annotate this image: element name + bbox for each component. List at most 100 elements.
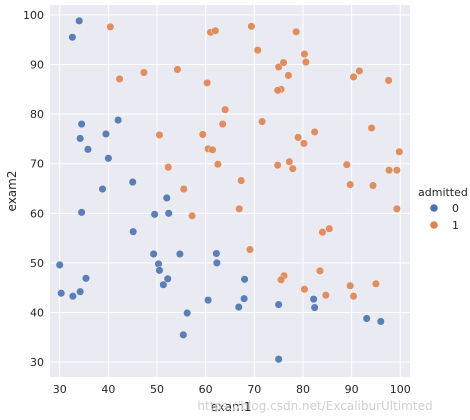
data-point-admitted-0	[376, 317, 385, 326]
legend-label-1: 1	[452, 219, 459, 232]
data-point-admitted-1	[188, 211, 197, 220]
data-point-admitted-1	[221, 105, 230, 114]
data-point-admitted-0	[81, 274, 90, 283]
y-gridlines	[50, 14, 410, 363]
data-point-admitted-0	[104, 154, 113, 163]
data-point-admitted-0	[163, 274, 172, 283]
y-tick-label: 80	[30, 108, 44, 121]
data-point-admitted-1	[367, 124, 376, 133]
data-point-admitted-0	[77, 120, 86, 129]
x-tick-label: 70	[247, 383, 261, 396]
data-point-admitted-1	[253, 46, 262, 55]
data-point-admitted-0	[179, 330, 188, 339]
data-point-admitted-1	[355, 66, 364, 75]
data-point-admitted-0	[162, 193, 171, 202]
y-tick-label: 60	[30, 207, 44, 220]
data-point-admitted-1	[316, 266, 325, 275]
data-point-admitted-0	[55, 260, 64, 269]
data-point-admitted-1	[155, 130, 164, 139]
data-point-admitted-1	[318, 228, 327, 237]
data-point-admitted-1	[164, 163, 173, 172]
data-point-admitted-1	[292, 27, 301, 36]
legend: admitted 0 1	[418, 186, 468, 232]
data-point-admitted-1	[211, 26, 220, 35]
x-tick-label: 100	[390, 383, 411, 396]
y-tick-label: 90	[30, 59, 44, 72]
data-point-admitted-1	[349, 292, 358, 301]
data-point-admitted-1	[273, 86, 282, 95]
data-point-admitted-0	[212, 258, 221, 267]
data-point-admitted-1	[115, 74, 124, 83]
data-point-admitted-1	[371, 279, 380, 288]
data-point-admitted-1	[284, 71, 293, 80]
data-point-admitted-1	[342, 160, 351, 169]
data-point-admitted-1	[325, 224, 334, 233]
data-point-admitted-1	[277, 275, 286, 284]
x-gridlines	[59, 5, 401, 377]
x-tick-label: 40	[101, 383, 115, 396]
data-point-admitted-1	[392, 204, 401, 213]
data-point-admitted-1	[310, 127, 319, 136]
y-tick-label: 30	[30, 356, 44, 369]
data-point-admitted-1	[237, 176, 246, 185]
data-point-admitted-0	[76, 287, 85, 296]
data-point-admitted-1	[288, 164, 297, 173]
y-tick-label: 70	[30, 158, 44, 171]
x-tick-label: 60	[199, 383, 213, 396]
data-point-admitted-1	[218, 120, 227, 129]
data-point-admitted-0	[101, 129, 110, 138]
data-point-admitted-0	[362, 314, 371, 323]
data-point-admitted-0	[274, 300, 283, 309]
data-point-admitted-0	[77, 208, 86, 217]
x-tick-labels: 30 40 50 60 70 80 90 100	[53, 383, 411, 396]
data-point-admitted-0	[57, 289, 66, 298]
data-point-admitted-0	[68, 292, 77, 301]
x-tick-label: 30	[53, 383, 67, 396]
data-point-admitted-1	[346, 281, 355, 290]
data-point-admitted-0	[204, 296, 213, 305]
data-point-admitted-0	[150, 210, 159, 219]
data-point-admitted-1	[198, 130, 207, 139]
data-point-admitted-1	[392, 166, 401, 175]
data-point-admitted-0	[240, 275, 249, 284]
data-point-admitted-1	[139, 68, 148, 77]
data-point-admitted-1	[247, 22, 256, 31]
x-axis-label: exam1	[211, 400, 252, 414]
data-point-admitted-0	[175, 249, 184, 258]
data-point-admitted-1	[245, 245, 254, 254]
legend-marker-0	[430, 204, 438, 212]
data-point-admitted-1	[208, 145, 217, 154]
legend-marker-1	[430, 221, 438, 229]
data-point-admitted-1	[235, 204, 244, 213]
data-point-admitted-1	[279, 58, 288, 67]
data-point-admitted-1	[203, 78, 212, 87]
data-point-admitted-0	[149, 249, 158, 258]
plot-background	[50, 5, 410, 377]
data-point-admitted-0	[98, 185, 107, 194]
data-point-admitted-0	[159, 280, 168, 289]
data-point-admitted-1	[258, 117, 267, 126]
y-axis-label: exam2	[5, 171, 19, 212]
data-point-admitted-0	[164, 209, 173, 218]
data-point-admitted-1	[213, 160, 222, 169]
data-point-admitted-1	[294, 133, 303, 142]
data-point-admitted-1	[173, 65, 182, 74]
data-point-admitted-1	[106, 22, 115, 31]
x-tick-label: 80	[296, 383, 310, 396]
data-point-admitted-1	[273, 161, 282, 170]
data-point-admitted-1	[300, 50, 309, 59]
data-point-admitted-1	[299, 139, 308, 148]
data-point-admitted-1	[346, 180, 355, 189]
data-point-admitted-0	[240, 294, 249, 303]
data-point-admitted-0	[114, 116, 123, 125]
data-point-admitted-0	[234, 303, 243, 312]
data-point-admitted-0	[83, 145, 92, 154]
data-points	[55, 16, 404, 364]
data-point-admitted-1	[300, 285, 309, 294]
legend-label-0: 0	[452, 202, 459, 215]
y-tick-label: 40	[30, 307, 44, 320]
data-point-admitted-1	[349, 72, 358, 81]
data-point-admitted-1	[321, 291, 330, 300]
data-point-admitted-0	[310, 303, 319, 312]
